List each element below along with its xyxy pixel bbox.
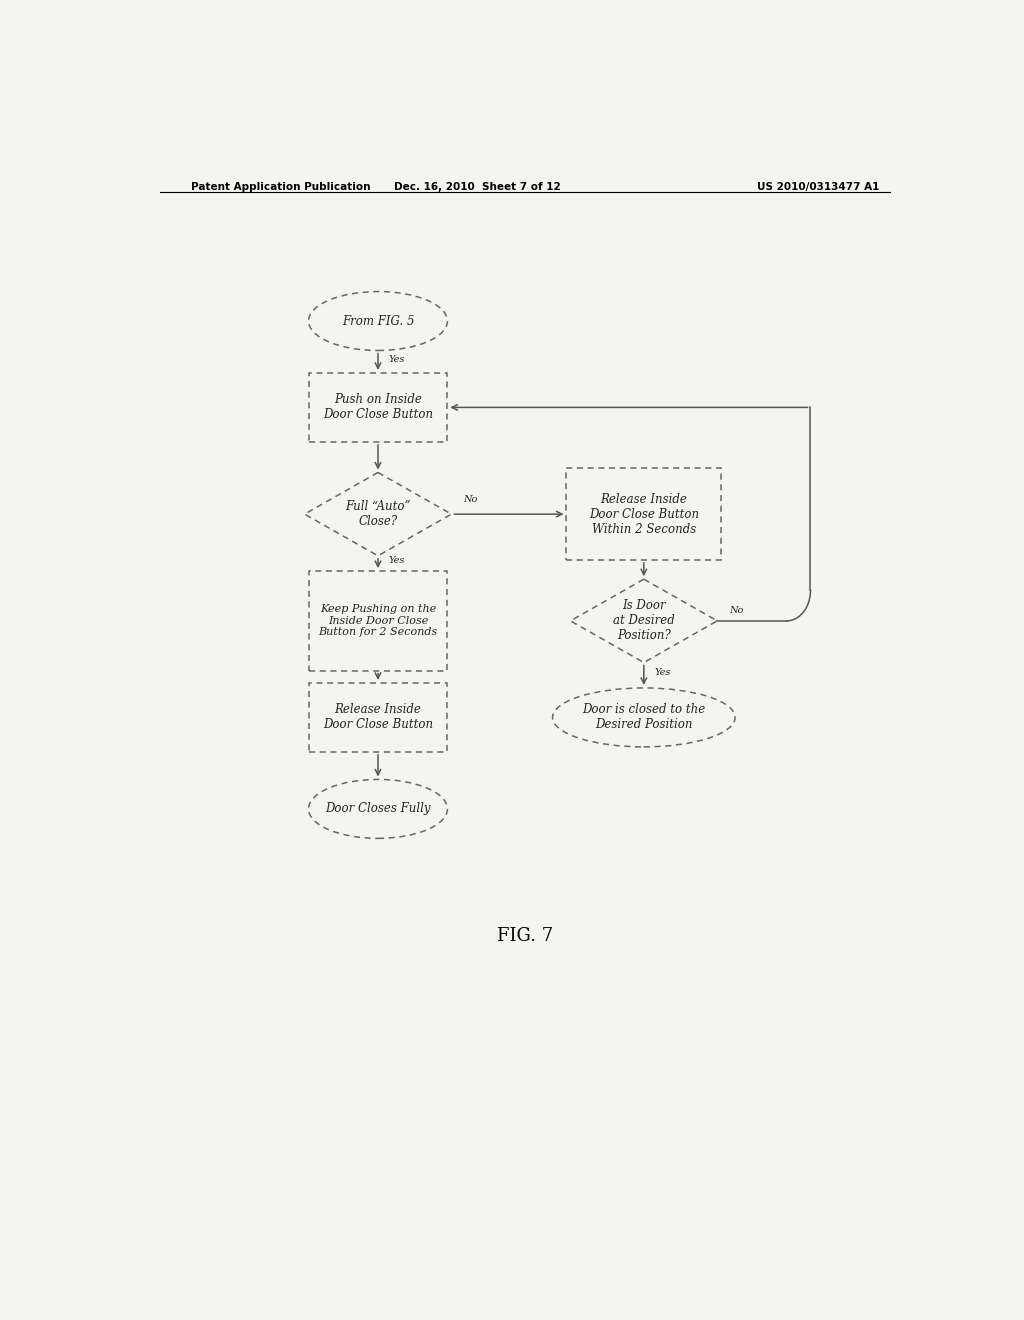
Text: Door Closes Fully: Door Closes Fully <box>326 803 431 816</box>
Text: FIG. 7: FIG. 7 <box>497 927 553 945</box>
Text: No: No <box>463 495 477 504</box>
Text: No: No <box>729 606 743 615</box>
Text: Yes: Yes <box>654 668 671 677</box>
Text: Yes: Yes <box>388 557 404 565</box>
Text: Push on Inside
Door Close Button: Push on Inside Door Close Button <box>323 393 433 421</box>
Text: Is Door
at Desired
Position?: Is Door at Desired Position? <box>613 599 675 643</box>
Text: Patent Application Publication: Patent Application Publication <box>191 182 371 191</box>
Text: Release Inside
Door Close Button: Release Inside Door Close Button <box>323 704 433 731</box>
Text: Release Inside
Door Close Button
Within 2 Seconds: Release Inside Door Close Button Within … <box>589 492 699 536</box>
Text: Keep Pushing on the
Inside Door Close
Button for 2 Seconds: Keep Pushing on the Inside Door Close Bu… <box>318 605 437 638</box>
Text: US 2010/0313477 A1: US 2010/0313477 A1 <box>757 182 880 191</box>
Text: From FIG. 5: From FIG. 5 <box>342 314 415 327</box>
Text: Door is closed to the
Desired Position: Door is closed to the Desired Position <box>583 704 706 731</box>
Text: Dec. 16, 2010  Sheet 7 of 12: Dec. 16, 2010 Sheet 7 of 12 <box>394 182 560 191</box>
Text: Yes: Yes <box>388 355 404 364</box>
Text: Full “Auto”
Close?: Full “Auto” Close? <box>345 500 411 528</box>
